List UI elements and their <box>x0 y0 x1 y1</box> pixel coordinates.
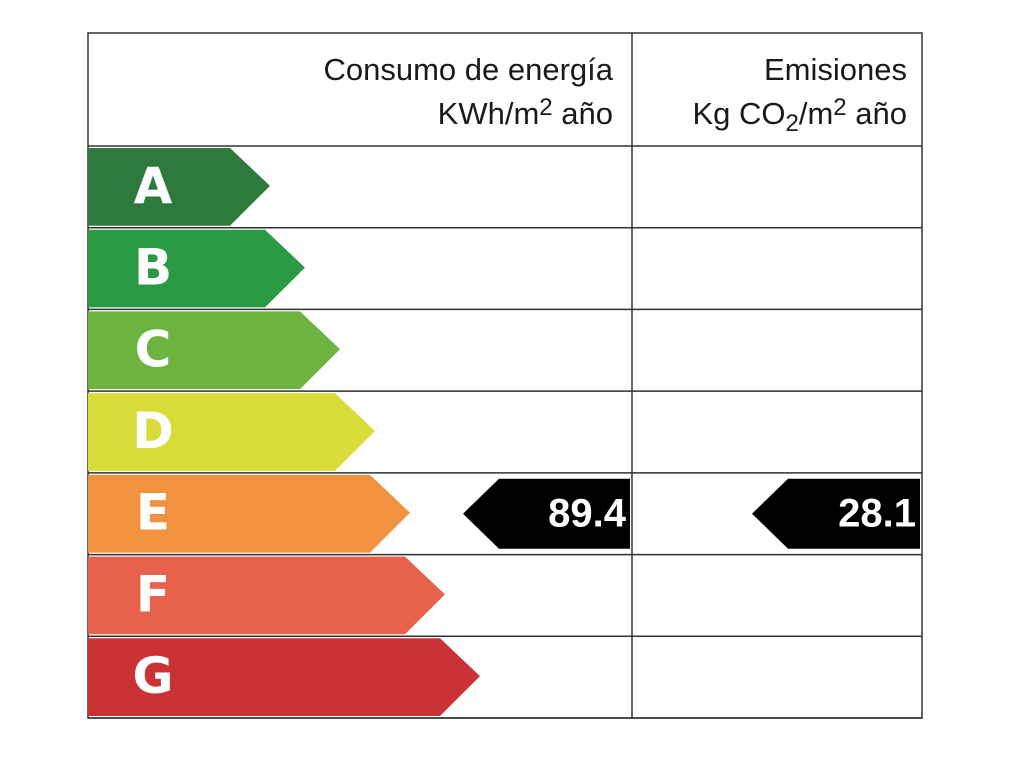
rating-letter: G <box>132 647 173 705</box>
rating-arrow <box>88 556 445 635</box>
rating-letter: C <box>135 320 172 378</box>
energy-unit: KWh/m2 año <box>438 94 613 131</box>
unit-sub: 2 <box>786 110 799 137</box>
energy-title: Consumo de energía <box>323 52 613 87</box>
unit-part: Kg CO <box>692 96 785 131</box>
unit-sup: 2 <box>833 94 846 121</box>
indicator-value: 89.4 <box>548 492 627 536</box>
rating-arrow <box>88 148 270 226</box>
rating-arrow <box>88 638 480 716</box>
rating-arrow <box>88 474 410 553</box>
emissions-title: Emisiones <box>764 52 907 87</box>
indicator-arrow <box>463 478 630 549</box>
unit-part: KWh/m <box>438 96 540 131</box>
rating-arrow <box>88 229 305 308</box>
rating-arrow <box>88 393 375 471</box>
unit-sup: 2 <box>539 94 552 121</box>
rating-letter: B <box>134 239 172 297</box>
rating-letter: E <box>136 484 170 542</box>
unit-part: año <box>553 96 613 131</box>
unit-part: año <box>847 96 907 131</box>
rating-arrow <box>88 311 340 390</box>
rating-letter: A <box>134 157 173 215</box>
indicator-arrow <box>752 478 920 549</box>
unit-part: /m <box>799 96 833 131</box>
indicator-value: 28.1 <box>838 492 916 536</box>
emissions-unit: Kg CO2/m2 año <box>692 94 907 137</box>
rating-letter: F <box>136 565 170 623</box>
rating-letter: D <box>132 402 174 460</box>
